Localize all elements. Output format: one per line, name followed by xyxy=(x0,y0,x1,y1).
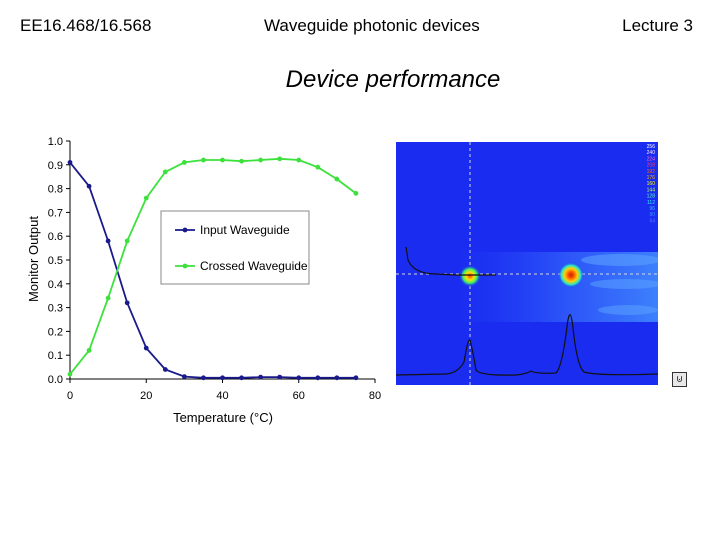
y-tick-label: 0.2 xyxy=(48,326,63,338)
y-axis-label: Monitor Output xyxy=(26,216,41,302)
data-point xyxy=(315,375,321,381)
data-point xyxy=(67,160,73,165)
data-point xyxy=(258,374,264,380)
scatter-streak xyxy=(581,254,658,266)
x-tick-label: 20 xyxy=(140,390,152,402)
data-point xyxy=(143,195,149,201)
data-point xyxy=(258,157,264,163)
data-point xyxy=(181,374,187,380)
y-tick-label: 0.0 xyxy=(48,374,63,386)
data-point xyxy=(181,160,187,165)
legend-box xyxy=(160,210,310,285)
colorbar-label: 192 xyxy=(647,169,656,175)
colorbar-label: 64 xyxy=(649,218,655,224)
colorbar-label: 176 xyxy=(647,175,656,181)
data-point xyxy=(220,157,225,163)
data-point xyxy=(124,300,130,306)
plot-area: 0.0 0.1 0.2 0.3 0.4 0.5 0.6 0.7 0.8 0.9 1.0 0 20 40 60… xyxy=(48,136,381,402)
legend-label: Crossed Waveguide xyxy=(200,259,308,273)
series-line-1 xyxy=(69,157,357,375)
colorbar-label: 208 xyxy=(647,163,656,169)
horizontal-profile xyxy=(405,246,496,276)
y-tick-label: 0.3 xyxy=(48,303,63,315)
data-point xyxy=(353,190,359,196)
mode-intensity-image: 256 240 224 208 192 176 160 144 128 112 96 80 64 xyxy=(396,142,658,385)
data-point xyxy=(105,238,111,244)
crossed-mode-spot xyxy=(558,262,584,288)
y-tick-label: 0.1 xyxy=(48,350,63,362)
temperature-response-chart: 0.0 0.1 0.2 0.3 0.4 0.5 0.6 0.7 0.8 0.9 1.0 0 20 40 60… xyxy=(26,136,381,425)
y-tick-label: 1.0 xyxy=(48,136,63,148)
input-mode-spot xyxy=(459,265,481,287)
data-point xyxy=(124,238,130,244)
data-point xyxy=(296,157,302,163)
slide-title: Device performance xyxy=(285,66,501,93)
data-point xyxy=(239,158,244,164)
data-point xyxy=(239,375,244,381)
course-code: EE16.468/16.568 xyxy=(20,16,152,35)
data-point xyxy=(353,375,359,381)
data-point xyxy=(277,374,283,380)
legend-marker xyxy=(182,263,188,269)
data-point xyxy=(67,371,73,377)
data-point xyxy=(277,156,283,162)
data-point xyxy=(220,375,225,381)
colorbar-label: 240 xyxy=(647,150,656,156)
data-point xyxy=(334,375,340,381)
x-tick-label: 80 xyxy=(369,390,381,402)
y-tick-label: 0.7 xyxy=(48,207,63,219)
scatter-streak xyxy=(590,279,658,289)
data-point xyxy=(334,176,340,182)
colorbar-label: 144 xyxy=(647,187,656,193)
colorbar-label: 256 xyxy=(647,144,656,150)
x-tick-label: 60 xyxy=(293,390,305,402)
data-point xyxy=(162,367,168,372)
legend-marker xyxy=(182,227,188,233)
y-tick-label: 0.5 xyxy=(48,255,63,267)
colorbar-label: 96 xyxy=(649,206,655,212)
x-tick-label: 40 xyxy=(216,390,228,402)
vertical-profile xyxy=(396,314,658,376)
lecture-topic: Waveguide photonic devices xyxy=(264,16,480,35)
colorbar-label: 128 xyxy=(647,194,656,200)
y-tick-label: 0.9 xyxy=(48,160,63,172)
y-tick-label: 0.4 xyxy=(48,279,63,291)
data-point xyxy=(201,157,206,163)
scatter-streak xyxy=(598,305,658,315)
y-tick-label: 0.6 xyxy=(48,231,63,243)
colorbar-label: 224 xyxy=(647,156,656,162)
y-tick-label: 0.8 xyxy=(48,184,63,196)
data-point xyxy=(143,345,149,351)
data-point xyxy=(86,348,92,353)
data-point xyxy=(201,375,206,381)
data-point xyxy=(296,375,302,381)
data-point xyxy=(105,295,111,301)
colorbar-label: 80 xyxy=(649,212,655,218)
data-point xyxy=(315,164,321,170)
x-axis-label: Temperature (°C) xyxy=(173,410,273,425)
colorbar-label: 112 xyxy=(647,200,655,206)
colorbar-label: 160 xyxy=(647,181,656,187)
x-tick-label: 0 xyxy=(67,390,73,402)
scale-toggle-icon[interactable]: ⊍ xyxy=(672,372,687,387)
data-point xyxy=(86,183,92,189)
legend-label: Input Waveguide xyxy=(200,223,290,237)
lecture-number: Lecture 3 xyxy=(622,16,693,35)
data-point xyxy=(162,169,168,175)
